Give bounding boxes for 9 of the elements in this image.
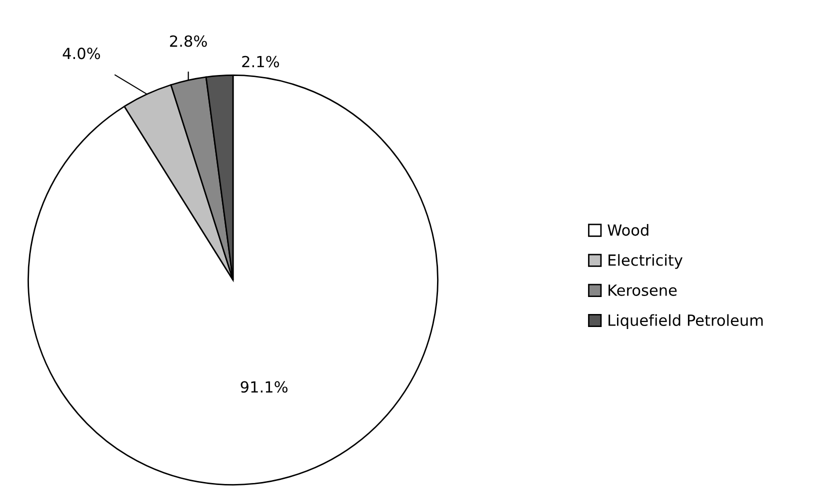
legend-label: Kerosene [608,284,677,296]
data-label: 91.1% [240,381,288,393]
data-label: 2.1% [242,56,280,68]
data-label: 2.8% [170,35,207,47]
pie-slice [28,74,438,486]
legend-label: Liquefield Petroleum [608,314,763,329]
legend-label: Wood [608,224,648,236]
legend-label: Electricity [608,254,683,269]
data-label: 4.0% [62,48,100,60]
